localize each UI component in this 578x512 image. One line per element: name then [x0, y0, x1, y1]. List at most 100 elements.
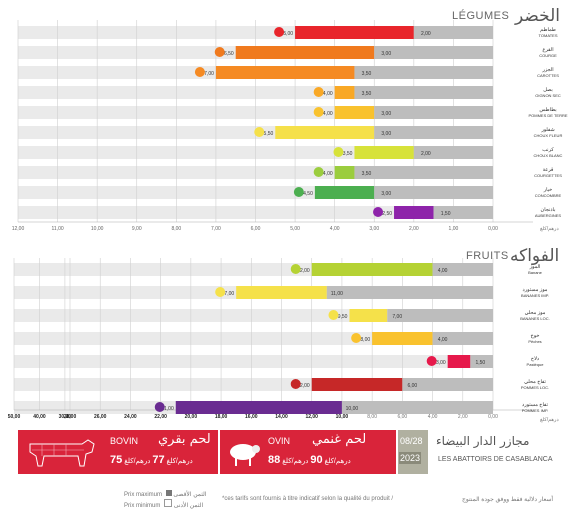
legumes-min-label: 2,00	[421, 31, 431, 37]
legumes-min-label: 3,50	[362, 171, 372, 177]
legumes-max-label: 5,50	[264, 131, 274, 137]
bovin-unit: درهم/كلغ	[166, 458, 193, 465]
ovin-price-max: 90	[310, 454, 323, 466]
legumes-category-fr: CHOUX FLEUR	[534, 133, 563, 138]
fruits-bar-min	[387, 309, 493, 322]
legumes-category-ar: كرنب	[542, 147, 554, 153]
legumes-category-fr: CONCOMBRE	[535, 193, 562, 198]
fruits-category-fr: Pastèque	[527, 362, 545, 367]
ovin-panel: OVIN لحم غنمي درهم/كلغ 90 درهم/كلغ 88	[220, 430, 396, 474]
legumes-category-fr: OIGNON SEC	[535, 93, 561, 98]
legumes-bar-min	[354, 166, 493, 179]
bovin-unit-2: درهم/كلغ	[124, 458, 151, 465]
produce-icon	[293, 187, 304, 197]
legumes-category-ar: بصل	[543, 87, 553, 93]
fruits-max-label: 17,00	[222, 291, 235, 297]
abattoirs-ar: مجازر الدار البيضاء	[436, 434, 530, 448]
legumes-tick-label: 3,00	[369, 226, 379, 232]
fruits-min-label: 4,00	[438, 268, 448, 274]
fruits-bar-min	[432, 332, 493, 345]
legumes-min-label: 3,50	[362, 71, 372, 77]
fruits-title-ar: الفواكه	[510, 246, 560, 266]
legumes-min-label: 3,00	[381, 191, 391, 197]
fruits-bar-max	[311, 378, 403, 391]
fruit-icon	[328, 310, 339, 320]
fruits-min-label: 4,00	[438, 337, 448, 343]
legumes-category-fr: AUBERGINES	[535, 213, 562, 218]
legumes-category-fr: TOMATES	[539, 33, 558, 38]
legumes-bar-max	[235, 46, 375, 59]
produce-icon	[313, 107, 324, 117]
legumes-bar-min	[374, 126, 493, 139]
legumes-max-label: 3,50	[343, 151, 353, 157]
bovin-label-fr: BOVIN	[110, 436, 139, 446]
fruits-tick-label: 18,00	[215, 414, 228, 420]
fruits-tick-label: 30,00	[59, 414, 72, 420]
legumes-category-ar: قرعة	[543, 167, 554, 173]
legumes-bar-min	[354, 66, 493, 79]
legumes-category-ar: بطاطس	[539, 107, 556, 113]
legumes-bar-max	[394, 206, 434, 219]
meat-price-banner: BOVIN لحم بقري درهم/كلغ 77 درهم/كلغ 75 O…	[18, 430, 570, 474]
fruits-bar-min	[432, 263, 493, 276]
legumes-max-label: 5,00	[283, 31, 293, 37]
ovin-unit-2: درهم/كلغ	[282, 458, 309, 465]
fruit-icon	[154, 402, 165, 412]
legumes-max-label: 4,00	[323, 111, 333, 117]
fruits-bar-min	[326, 286, 493, 299]
produce-icon	[373, 207, 384, 217]
fruits-bar-max	[311, 263, 433, 276]
fruit-icon	[290, 379, 301, 389]
legumes-bar-max	[334, 106, 375, 119]
fruits-category-ar: دلاح	[531, 356, 539, 362]
legumes-tick-label: 4,00	[330, 226, 340, 232]
legumes-category-ar: الجزر	[541, 67, 553, 73]
fruits-tick-label: 16,00	[245, 414, 258, 420]
legumes-bar-min	[413, 26, 493, 39]
fruits-max-label: 12,00	[297, 268, 310, 274]
fruits-max-label: 12,00	[297, 383, 310, 389]
legumes-tick-label: 0,00	[488, 226, 498, 232]
fruits-max-label: 9,50	[338, 314, 348, 320]
fruits-tick-label: 12,00	[305, 414, 318, 420]
fruits-category-ar: تفاح مستورد	[522, 402, 549, 408]
legumes-category-ar: القرع	[542, 47, 553, 53]
legumes-category-ar: شفلور	[540, 127, 554, 133]
legend-max: Prix maximum الثمن الأقصى	[124, 490, 207, 498]
legumes-bar-max	[314, 186, 375, 199]
ovin-unit: درهم/كلغ	[324, 458, 351, 465]
fruits-tick-label: 6,00	[397, 414, 407, 420]
date-panel: 08/28 2023	[398, 430, 428, 474]
legumes-tick-label: 2,00	[409, 226, 419, 232]
legend-max-ar: الثمن الأقصى	[173, 492, 207, 498]
legumes-category-ar: باذنجان	[541, 207, 556, 213]
legumes-category-ar: خيار	[543, 187, 553, 193]
fruits-bar-max	[349, 309, 388, 322]
fruits-max-label: 3,00	[436, 360, 446, 366]
ovin-label-fr: OVIN	[268, 436, 291, 446]
bovin-panel: BOVIN لحم بقري درهم/كلغ 77 درهم/كلغ 75	[18, 430, 218, 474]
fruits-min-label: 11,00	[331, 291, 343, 297]
ovin-price-min: 88	[268, 454, 281, 466]
legend-min-label: Prix minimum	[124, 503, 161, 509]
legumes-min-label: 3,00	[381, 131, 391, 137]
fruits-category-fr: Banane	[528, 270, 543, 275]
fruits-tick-label: 26,00	[94, 414, 107, 420]
fruits-category-ar: تفاح محلي	[524, 379, 546, 385]
legumes-bar-max	[334, 86, 355, 99]
fruits-max-label: 21,00	[161, 406, 174, 412]
legumes-title-fr: LÉGUMES	[452, 10, 510, 22]
fruits-tick-label: 28,00	[64, 414, 77, 420]
legumes-min-label: 3,50	[362, 91, 372, 97]
legumes-tick-label: 12,00	[12, 226, 25, 232]
fruits-tick-label: 50,00	[8, 414, 21, 420]
fruits-category-ar: خوخ	[531, 333, 540, 339]
fruits-category-fr: POMMES LOC.	[521, 385, 549, 390]
footer: Prix maximum الثمن الأقصى Prix minimum ا…	[0, 482, 578, 512]
legend-min: Prix minimum الثمن الأدنى	[124, 499, 203, 509]
legumes-max-label: 2,50	[382, 211, 392, 217]
